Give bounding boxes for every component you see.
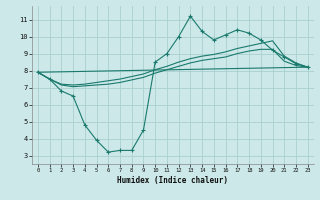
X-axis label: Humidex (Indice chaleur): Humidex (Indice chaleur) <box>117 176 228 185</box>
